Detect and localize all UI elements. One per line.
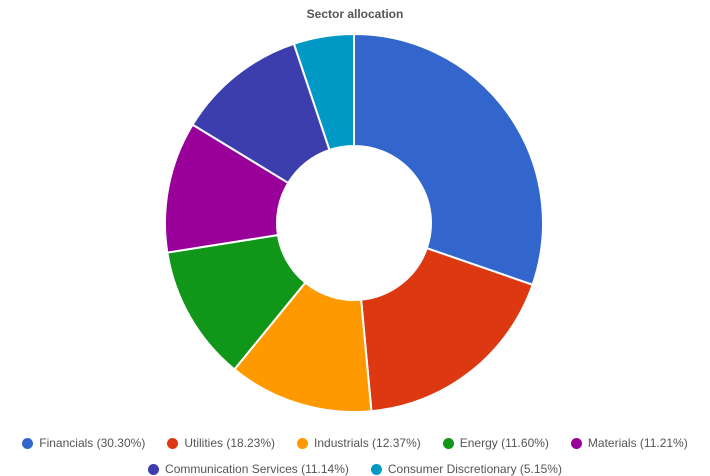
legend-item-utilities[interactable]: Utilities (18.23%) — [167, 436, 275, 450]
legend-label-utilities: Utilities (18.23%) — [184, 436, 276, 450]
legend-item-financials[interactable]: Financials (30.30%) — [22, 436, 145, 450]
slice-financials[interactable] — [353, 32, 544, 287]
legend-row-2: Communication Services (11.14%) Consumer… — [0, 462, 710, 476]
legend-label-financials: Financials (30.30%) — [39, 436, 146, 450]
legend-item-energy[interactable]: Energy (11.60%) — [442, 436, 549, 450]
legend-label-consumer-discretionary: Consumer Discretionary (5.15%) — [387, 462, 562, 476]
legend-item-communication-services[interactable]: Communication Services (11.14%) — [148, 462, 349, 476]
legend-label-industrials: Industrials (12.37%) — [314, 436, 421, 450]
donut-chart — [164, 32, 544, 413]
slice-energy[interactable] — [166, 233, 307, 371]
chart-title: Sector allocation — [306, 7, 404, 21]
legend-item-materials[interactable]: Materials (11.21%) — [570, 436, 688, 450]
legend-label-communication-services: Communication Services (11.14%) — [165, 462, 349, 476]
legend-label-materials: Materials (11.21%) — [587, 436, 688, 450]
legend-item-consumer-discretionary[interactable]: Consumer Discretionary (5.15%) — [370, 462, 562, 476]
legend-item-industrials[interactable]: Industrials (12.37%) — [297, 436, 421, 450]
legend-row-1: Financials (30.30%) Utilities (18.23%) I… — [0, 436, 710, 450]
legend-swatch-consumer-discretionary — [370, 463, 382, 475]
legend-swatch-communication-services — [148, 463, 160, 475]
legend-swatch-utilities — [167, 437, 179, 449]
legend-label-energy: Energy (11.60%) — [459, 436, 549, 450]
legend-swatch-materials — [570, 437, 582, 449]
legend-swatch-financials — [22, 437, 34, 449]
slice-consumer-discretionary[interactable] — [292, 32, 355, 152]
slice-utilities[interactable] — [360, 246, 534, 413]
legend-swatch-energy — [442, 437, 454, 449]
legend-swatch-industrials — [297, 437, 309, 449]
